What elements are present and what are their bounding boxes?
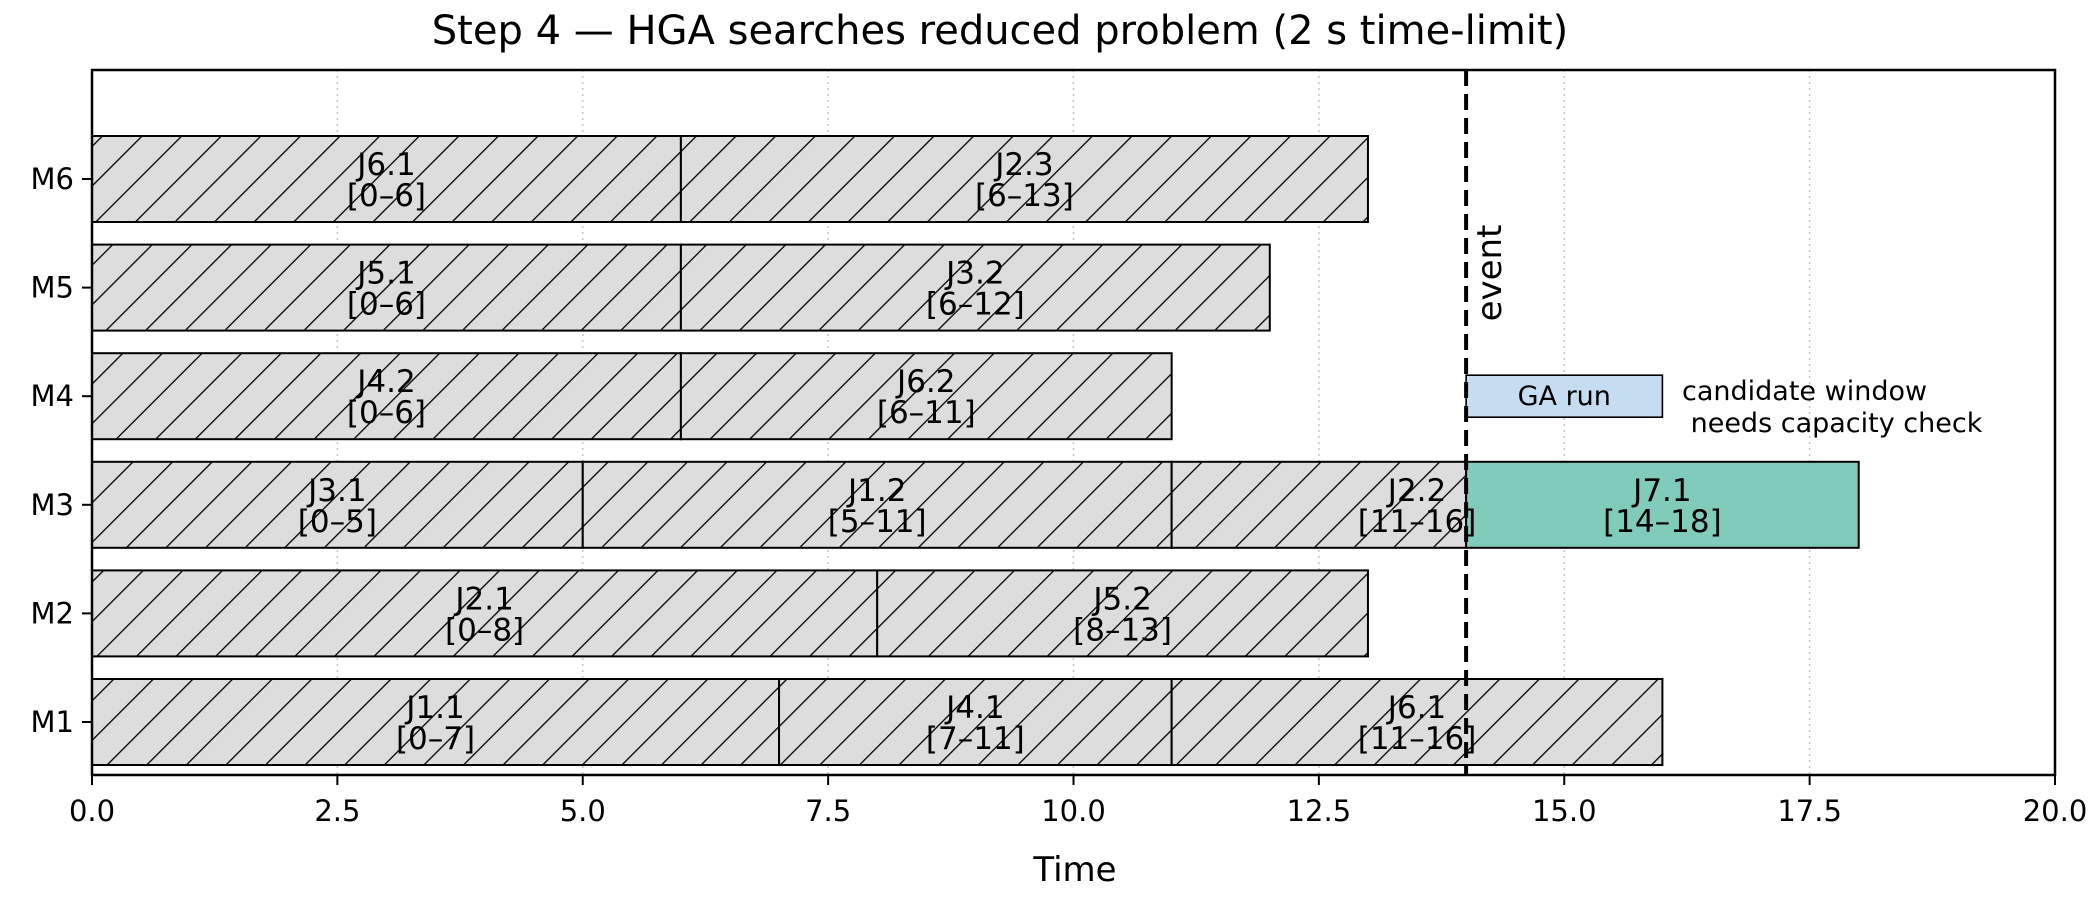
bar-m5-j3-2 bbox=[679, 243, 1271, 332]
bar-m2-j5-2 bbox=[876, 569, 1369, 658]
bar-label-job: J4.2 bbox=[355, 364, 415, 400]
y-tick-label: M1 bbox=[31, 705, 74, 739]
annotation-line: candidate window bbox=[1682, 376, 1927, 407]
event-label: event bbox=[1470, 225, 1510, 322]
bar-label-range: [0–6] bbox=[347, 395, 426, 431]
bar-label-job: J2.1 bbox=[453, 581, 513, 617]
y-tick-label: M5 bbox=[31, 271, 74, 305]
bar-m4-j6-2 bbox=[679, 352, 1173, 441]
bar-label-range: [8–13] bbox=[1073, 612, 1172, 648]
x-tick-label: 15.0 bbox=[1532, 794, 1597, 828]
x-tick-label: 12.5 bbox=[1287, 794, 1352, 828]
bar-m6-j6-1 bbox=[91, 135, 682, 223]
bar-label-job: J1.1 bbox=[404, 690, 464, 726]
bar-m5-j5-1 bbox=[91, 243, 682, 332]
bar-label-range: [0–8] bbox=[445, 612, 524, 648]
bar-label-range: [0–6] bbox=[347, 287, 426, 323]
bar-label-job: J5.2 bbox=[1091, 581, 1151, 617]
bar-m1-j4-1 bbox=[778, 678, 1173, 766]
bar-label-range: [0–7] bbox=[396, 721, 475, 757]
x-tick-label: 20.0 bbox=[2023, 794, 2088, 828]
chart-title: Step 4 — HGA searches reduced problem (2… bbox=[432, 8, 1568, 54]
x-tick-label: 7.5 bbox=[805, 794, 851, 828]
annotation-line: needs capacity check bbox=[1682, 408, 1983, 439]
bar-label-range: [0–6] bbox=[347, 178, 426, 214]
x-tick-label: 10.0 bbox=[1041, 794, 1106, 828]
x-tick-label: 17.5 bbox=[1777, 794, 1842, 828]
bar-label-job: J3.2 bbox=[944, 256, 1004, 292]
bar-label-range: [11–16] bbox=[1358, 721, 1477, 757]
bar-m6-j2-3 bbox=[679, 135, 1369, 223]
bar-label-job: J1.2 bbox=[846, 473, 906, 509]
y-tick-label: M3 bbox=[31, 488, 74, 522]
bar-label-range: [14–18] bbox=[1603, 504, 1722, 540]
plot-area: GA runJ1.1[0–7]J4.1[7–11]J6.1[11–16]J2.1… bbox=[31, 68, 2088, 828]
bar-label-job: J4.1 bbox=[944, 690, 1004, 726]
y-tick-label: M4 bbox=[31, 379, 74, 413]
bar-label-job: J6.2 bbox=[895, 364, 955, 400]
bar-label-range: [7–11] bbox=[926, 721, 1025, 757]
bar-m3-j3-1 bbox=[91, 460, 584, 549]
bar-label-job: J6.1 bbox=[1386, 690, 1446, 726]
bar-label-job: J2.2 bbox=[1386, 473, 1446, 509]
x-tick-label: 5.0 bbox=[560, 794, 606, 828]
bar-label-range: [0–5] bbox=[298, 504, 377, 540]
y-tick-label: M6 bbox=[31, 162, 74, 196]
x-tick-label: 2.5 bbox=[314, 794, 360, 828]
bar-label-job: J3.1 bbox=[306, 473, 366, 509]
bar-label-range: [11–16] bbox=[1358, 504, 1477, 540]
bar-m2-j2-1 bbox=[91, 569, 879, 658]
bar-label-job: J5.1 bbox=[355, 256, 415, 292]
bar-label-range: [6–11] bbox=[877, 395, 976, 431]
bar-m1-j6-1 bbox=[1170, 678, 1664, 766]
bar-label-range: [5–11] bbox=[828, 504, 927, 540]
bar-m3-j1-2 bbox=[581, 460, 1173, 549]
bar-label-job: J2.3 bbox=[993, 147, 1053, 183]
bar-m1-j1-1 bbox=[91, 678, 781, 766]
ga-run-label: GA run bbox=[1518, 381, 1611, 412]
bar-m3-j2-2 bbox=[1170, 460, 1468, 549]
x-tick-label: 0.0 bbox=[69, 794, 115, 828]
bar-label-job: J7.1 bbox=[1631, 473, 1691, 509]
bar-m4-j4-2 bbox=[91, 352, 682, 441]
bar-label-range: [6–13] bbox=[975, 178, 1074, 214]
y-tick-label: M2 bbox=[31, 596, 74, 630]
bar-label-job: J6.1 bbox=[355, 147, 415, 183]
x-axis-label: Time bbox=[1032, 850, 1116, 890]
bar-label-range: [6–12] bbox=[926, 287, 1025, 323]
